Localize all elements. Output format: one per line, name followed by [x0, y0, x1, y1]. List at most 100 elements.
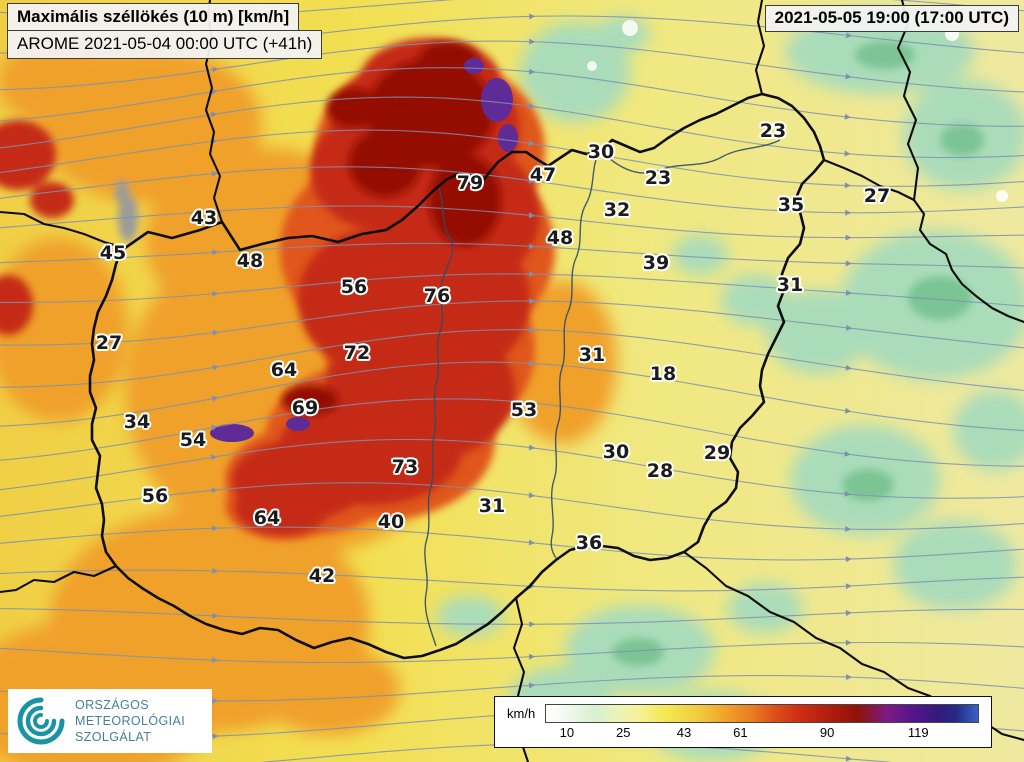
flow-arrow-icon: [528, 68, 536, 75]
omsz-logo-text-line: SZOLGÁLAT: [75, 730, 152, 745]
streamline: [0, 398, 1024, 467]
map-title-box: Maximális széllökés (10 m) [km/h] AROME …: [7, 3, 323, 59]
flow-arrow-icon: [212, 697, 219, 704]
omsz-cyclone-logo-icon: [17, 697, 65, 745]
streamline: [0, 67, 1024, 127]
flow-arrow-icon: [844, 490, 851, 497]
streamline: [0, 300, 1024, 349]
flow-arrow-icon: [212, 657, 219, 664]
wind-speed-legend: km/h 10 25 43 61 90 119: [494, 696, 992, 748]
flow-arrow-icon: [528, 140, 535, 147]
flow-arrow-icon: [845, 364, 852, 371]
streamline: [0, 273, 1024, 307]
flow-arrow-icon: [528, 539, 536, 546]
flow-arrow-icon: [844, 150, 851, 157]
omsz-logo-text-line: ORSZÁGOS: [75, 697, 150, 712]
omsz-logo-text-line: METEOROLÓGIAI: [75, 713, 186, 728]
flow-arrow-icon: [528, 177, 535, 184]
flow-arrow-icon: [845, 260, 852, 267]
streamline: [0, 526, 1024, 561]
cloud-speck-layer: [587, 20, 1008, 202]
green-accent-layer: [612, 41, 984, 666]
streamline: [0, 438, 1024, 499]
valid-time-box: 2021-05-05 19:00 (17:00 UTC): [764, 5, 1019, 32]
legend-tick-label: 43: [676, 725, 692, 740]
flow-arrow-icon: [529, 271, 536, 278]
legend-unit-label: km/h: [507, 706, 536, 721]
flow-arrow-icon: [210, 111, 218, 118]
streamline: [0, 361, 1024, 432]
flow-arrow-icon: [845, 610, 852, 617]
omsz-logo-box: ORSZÁGOS METEOROLÓGIAI SZOLGÁLAT: [8, 689, 212, 753]
flow-arrow-icon: [212, 733, 219, 740]
streamline: [0, 129, 1024, 187]
flow-arrow-icon: [212, 525, 219, 532]
flow-arrow-icon: [529, 38, 536, 45]
flow-arrow-icon: [211, 88, 218, 95]
flow-arrow-icon: [845, 639, 852, 646]
flow-arrow-icon: [529, 243, 536, 250]
flow-arrow-icon: [529, 13, 536, 20]
flow-arrow-icon: [844, 182, 851, 189]
flow-arrow-icon: [529, 621, 536, 628]
flow-arrow-icon: [845, 526, 852, 533]
flow-arrow-icon: [844, 450, 851, 457]
extreme-wind-purple-layer: [210, 58, 518, 442]
extreme-wind-darkred-layer: [282, 42, 501, 415]
legend-tick-label: 119: [907, 725, 929, 740]
flow-arrow-icon: [845, 73, 852, 80]
flow-arrow-icon: [212, 329, 219, 336]
flow-arrow-icon: [528, 212, 536, 219]
streamline: [0, 40, 1024, 93]
flow-arrow-icon: [212, 290, 219, 297]
legend-tick-label: 61: [733, 725, 748, 740]
flow-arrow-icon: [529, 326, 536, 333]
flow-arrow-icon: [211, 170, 218, 177]
rivers-layer: [424, 139, 781, 647]
flow-arrow-icon: [844, 113, 851, 120]
flow-arrow-icon: [528, 492, 535, 499]
legend-bar-wrap: 10 25 43 61 90 119: [545, 704, 979, 741]
flow-arrow-icon: [528, 682, 536, 689]
legend-tick-row: 10 25 43 61 90 119: [545, 723, 979, 741]
flow-arrow-icon: [845, 324, 853, 331]
legend-tick-label: 90: [819, 725, 835, 740]
flow-arrow-icon: [845, 234, 852, 241]
flow-arrow-icon: [528, 444, 536, 451]
streamline: [0, 96, 1024, 159]
flow-arrow-icon: [844, 407, 852, 414]
streamline: [0, 608, 1024, 625]
legend-tick-label: 25: [616, 725, 631, 740]
flow-arrow-icon: [212, 66, 219, 73]
flow-arrow-icon: [211, 424, 218, 431]
flow-arrow-icon: [211, 208, 219, 215]
streamline: [0, 569, 1024, 592]
flow-arrow-icon: [529, 360, 536, 367]
streamline: [0, 166, 1024, 214]
flow-arrow-icon: [845, 583, 852, 590]
flow-arrow-icon: [212, 567, 219, 574]
flow-arrow-icon: [528, 653, 536, 660]
streamline: [0, 242, 1024, 269]
flow-arrow-icon: [212, 249, 219, 256]
streamline: [0, 329, 1024, 391]
streamline: [0, 205, 1024, 239]
legend-color-bar: [545, 704, 979, 723]
flow-arrow-icon: [845, 289, 853, 296]
flow-arrow-icon: [845, 32, 853, 39]
legend-tick-label: 10: [559, 725, 575, 740]
flow-arrow-icon: [528, 399, 536, 406]
flow-arrow-icon: [845, 755, 853, 762]
map-title: Maximális széllökés (10 m) [km/h]: [7, 3, 300, 32]
flow-arrow-icon: [210, 454, 218, 461]
flow-arrow-icon: [845, 209, 852, 216]
flow-arrow-icon: [211, 487, 218, 494]
flow-arrow-icon: [211, 395, 219, 402]
flow-arrow-icon: [528, 103, 536, 110]
flow-arrow-icon: [212, 364, 219, 371]
flow-arrow-icon: [529, 298, 536, 305]
omsz-logo-text: ORSZÁGOS METEOROLÓGIAI SZOLGÁLAT: [75, 697, 185, 746]
streamline: [0, 482, 1024, 530]
